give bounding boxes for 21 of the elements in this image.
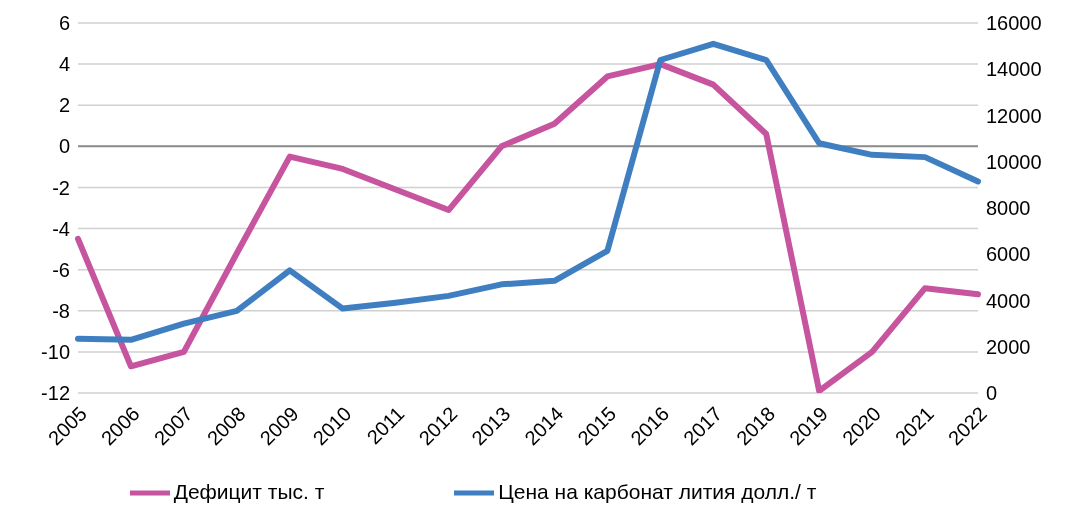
y2-tick-label: 4000 [986, 289, 1031, 312]
y-tick-label: -6 [52, 258, 70, 281]
y2-tick-label: 2000 [986, 335, 1031, 358]
y2-tick-label: 14000 [986, 58, 1042, 81]
y-tick-label: 2 [58, 94, 70, 117]
y2-tick-label: 12000 [986, 104, 1042, 127]
y2-tick-label: 8000 [986, 197, 1031, 220]
y-tick-label: -12 [41, 382, 70, 405]
y-tick-label: -4 [52, 217, 70, 240]
legend-label: Цена на карбонат лития долл./ т [498, 479, 817, 503]
y-tick-label: 6 [58, 12, 70, 35]
y-tick-label: 4 [58, 53, 70, 76]
y2-tick-label: 10000 [986, 150, 1042, 173]
y-tick-label: 0 [58, 135, 70, 158]
y-tick-label: -8 [52, 299, 70, 322]
y2-tick-label: 6000 [986, 243, 1031, 266]
y2-tick-label: 0 [986, 382, 998, 405]
y-tick-label: -10 [41, 340, 70, 363]
y-tick-label: -2 [52, 176, 70, 199]
y2-tick-label: 16000 [986, 12, 1042, 35]
legend-label: Дефицит тыс. т [173, 479, 325, 503]
